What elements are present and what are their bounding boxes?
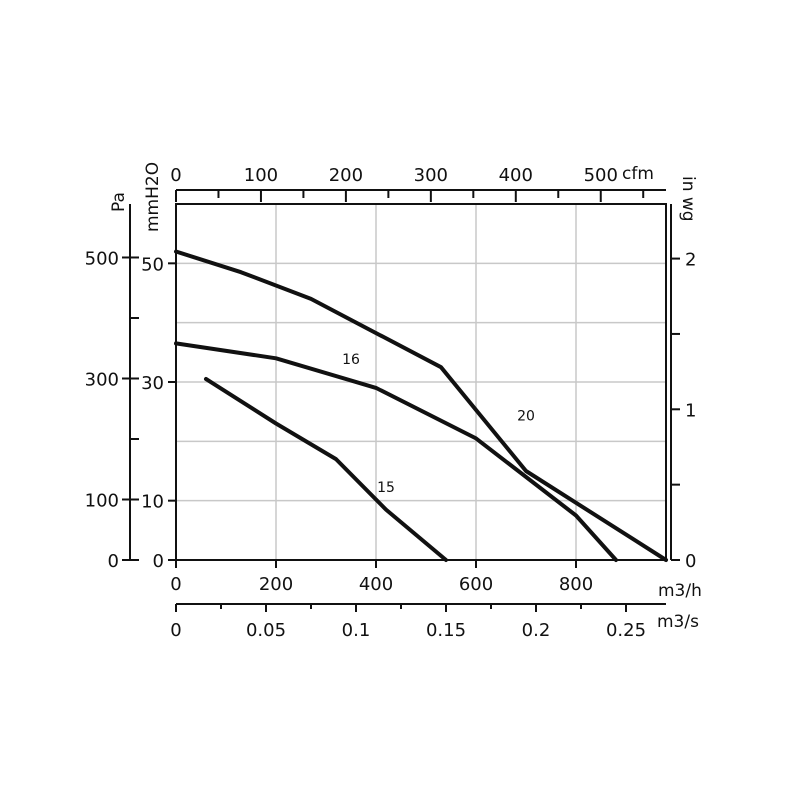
y-primary-tick-label: 10 [141,492,164,513]
x-bottom-tick-label: 0.2 [522,620,551,641]
curve-size-16 [174,341,618,562]
x-top-tick-label: 200 [329,165,363,186]
y-right-unit-label: in wg [678,176,698,222]
x-primary-tick-label: 200 [259,574,293,595]
x-top-unit-label: cfm [622,164,654,184]
x-bottom-tick-label: 0.1 [342,620,371,641]
curve-size-15 [204,377,448,562]
y-left-tick-label: 0 [108,551,119,572]
y-primary-tick-label: 30 [141,373,164,394]
y-right-tick-label: 2 [685,250,696,271]
curve-label-20: 20 [517,409,535,425]
x-primary-tick-label: 600 [459,574,493,595]
x-primary-unit-label: m3/h [658,581,702,601]
y-primary-unit-label: mmH2O [143,162,163,232]
x-bottom-unit-label: m3/s [657,612,699,632]
x-bottom-tick-label: 0.05 [246,620,286,641]
x-top-tick-label: 100 [244,165,278,186]
x-bottom-tick-label: 0 [170,620,181,641]
x-bottom-tick-label: 0.25 [606,620,646,641]
y-left-tick-label: 500 [85,248,119,269]
axes [129,189,672,605]
curve-size-20 [174,249,668,562]
x-top-tick-label: 0 [170,165,181,186]
curve-label-15: 15 [377,480,395,496]
y-primary-tick-label: 50 [141,254,164,275]
y-primary-tick-label: 0 [153,551,164,572]
x-bottom-tick-label: 0.15 [426,620,466,641]
x-top-tick-label: 400 [499,165,533,186]
x-top-tick-label: 300 [414,165,448,186]
curve-label-16: 16 [342,352,360,368]
x-primary-tick-label: 400 [359,574,393,595]
performance-curves: 20 16 15 [174,249,668,562]
x-top-tick-label: 500 [584,165,618,186]
y-right-tick-label: 1 [685,400,696,421]
axis-ticks [122,190,680,612]
y-left-unit-label: Pa [109,192,129,212]
x-primary-tick-label: 0 [170,574,181,595]
y-left-tick-label: 100 [85,490,119,511]
x-primary-tick-label: 800 [559,574,593,595]
y-left-tick-label: 300 [85,369,119,390]
grid-lines [176,204,666,560]
y-right-tick-label: 0 [685,551,696,572]
